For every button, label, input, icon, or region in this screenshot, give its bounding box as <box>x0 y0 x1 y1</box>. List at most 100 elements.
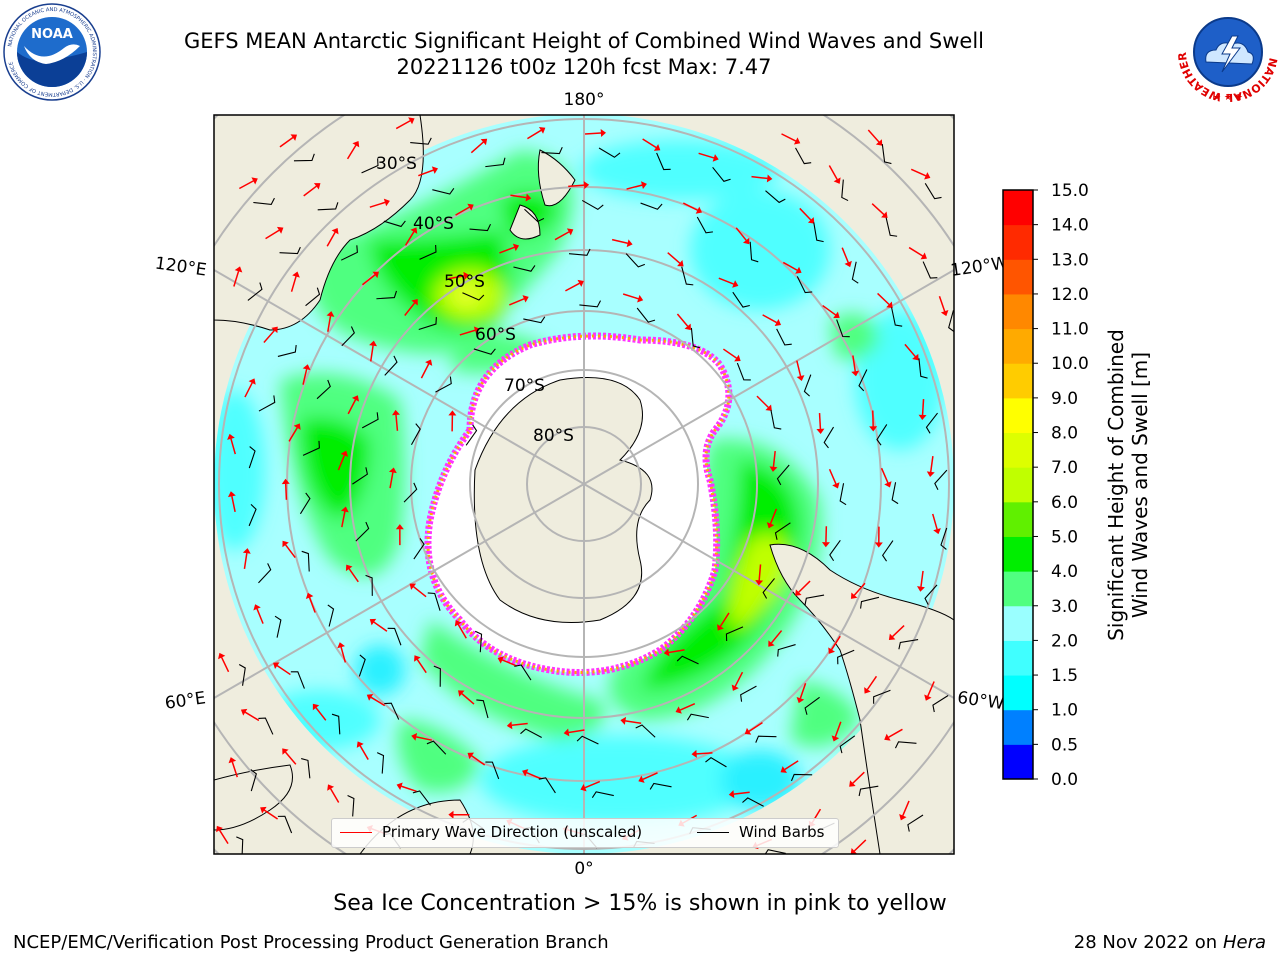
wave-arrow-head <box>769 466 778 472</box>
wave-arrow-head <box>425 359 433 366</box>
wave-arrow-head <box>793 137 801 145</box>
wind-barb <box>705 757 727 768</box>
wave-direction-arrow <box>471 755 486 766</box>
wind-barb <box>538 777 556 794</box>
wave-direction-arrow <box>244 711 260 722</box>
wind-barb <box>279 246 301 255</box>
wave-direction-arrow <box>611 238 628 244</box>
wind-barb <box>236 836 244 854</box>
wave-arrow-head <box>717 624 724 631</box>
wind-barb <box>690 327 701 349</box>
colorbar-tick-label: 14.0 <box>1051 216 1089 236</box>
colorbar-tick-label: 0.0 <box>1051 770 1078 790</box>
wave-direction-arrow <box>584 132 602 135</box>
colorbar: 0.0 0.5 1.0 1.5 2.0 3.0 4.0 5.0 6.0 7.0 8.0 9.0 10.0… <box>1002 181 1089 790</box>
colorbar-segment <box>1003 709 1033 745</box>
wind-barb <box>250 769 257 792</box>
wave-direction-arrow <box>526 772 542 780</box>
wave-direction-arrow <box>346 144 357 160</box>
wave-direction-arrow <box>509 298 525 306</box>
wave-direction-arrow <box>302 368 308 385</box>
wave-arrow-head <box>480 138 488 146</box>
wave-arrow-head <box>352 140 360 148</box>
wave-arrow-head <box>577 279 584 287</box>
wave-direction-arrow <box>758 564 762 581</box>
wave-direction-arrow <box>584 780 601 789</box>
wave-arrow-head <box>566 228 574 236</box>
colorbar-tick-label: 15.0 <box>1051 181 1089 201</box>
colorbar-tick-label: 4.0 <box>1051 562 1078 582</box>
wind-barb <box>301 550 310 572</box>
wave-arrow-head <box>886 301 893 308</box>
wave-arrow-head <box>640 181 647 190</box>
wind-barb <box>258 717 274 735</box>
wind-barb <box>419 244 437 260</box>
wind-barb <box>681 266 694 286</box>
wave-arrow-head <box>583 181 590 190</box>
wind-barb <box>355 521 370 542</box>
wind-barb <box>934 469 948 490</box>
wind-barb <box>340 245 358 261</box>
wave-arrow-head <box>850 848 858 854</box>
wind-barb <box>248 504 257 527</box>
wind-barb <box>636 307 656 323</box>
wave-direction-arrow <box>448 275 465 280</box>
wave-arrow-head <box>869 426 878 432</box>
wind-barb <box>712 166 731 182</box>
colorbar-frame <box>1002 189 1034 780</box>
lat-label-70s: 70°S <box>504 376 545 396</box>
wave-direction-arrow <box>834 721 842 738</box>
wave-arrow-head <box>411 298 418 306</box>
wind-barb <box>413 538 425 560</box>
legend-wind-barbs: Wind Barbs <box>739 823 825 841</box>
wave-arrow-head <box>522 769 529 777</box>
wave-arrow-head <box>695 206 703 214</box>
wind-barb <box>412 790 431 806</box>
wave-direction-arrow <box>457 624 467 639</box>
wind-barb <box>277 815 293 834</box>
wave-arrow-head <box>218 652 226 660</box>
sea-ice-note: Sea Ice Concentration > 15% is shown in … <box>333 891 947 916</box>
wave-arrow-head <box>881 211 888 218</box>
wind-barb <box>885 217 898 237</box>
wind-barb <box>352 467 368 485</box>
wave-direction-arrow <box>668 649 685 654</box>
wave-arrow-head <box>326 311 335 317</box>
wave-direction-arrow <box>303 185 317 197</box>
wave-arrow-head <box>227 491 236 498</box>
wind-barb <box>305 287 321 307</box>
wave-direction-arrow <box>395 120 411 130</box>
wave-direction-arrow <box>920 570 924 587</box>
wind-barb <box>331 713 341 735</box>
wave-arrow-head <box>372 271 379 279</box>
svg-text:★ ★ ★: ★ ★ ★ <box>1213 93 1243 103</box>
wave-direction-arrow <box>852 771 865 784</box>
wave-direction-arrow <box>734 671 744 687</box>
wave-arrow-head <box>463 271 470 280</box>
wave-arrow-head <box>383 198 390 207</box>
graticule <box>214 115 954 854</box>
wave-arrow-head <box>851 370 860 377</box>
wave-direction-arrow <box>799 207 812 221</box>
antarctica <box>473 377 653 623</box>
colorbar-tick-label: 11.0 <box>1051 320 1089 340</box>
wind-barb <box>732 291 750 308</box>
wind-barb <box>301 758 311 779</box>
colorbar-segment <box>1003 640 1033 676</box>
wave-direction-arrow <box>696 752 713 755</box>
wind-barb <box>696 216 713 234</box>
wind-barb <box>762 578 775 599</box>
wave-arrow-head <box>369 618 377 626</box>
wave-direction-arrow <box>891 624 905 638</box>
wave-arrow-head <box>271 326 278 334</box>
wave-direction-arrow <box>927 681 935 697</box>
wave-arrow-head <box>431 166 439 174</box>
wind-barb <box>725 626 744 641</box>
wind-barb <box>876 424 888 446</box>
wind-barb <box>891 482 899 505</box>
wave-direction-arrow <box>510 194 527 199</box>
wave-direction-arrow <box>233 270 240 287</box>
wave-arrow-head <box>340 506 349 513</box>
wave-arrow-head <box>924 694 932 701</box>
wave-direction-arrow <box>667 252 681 264</box>
